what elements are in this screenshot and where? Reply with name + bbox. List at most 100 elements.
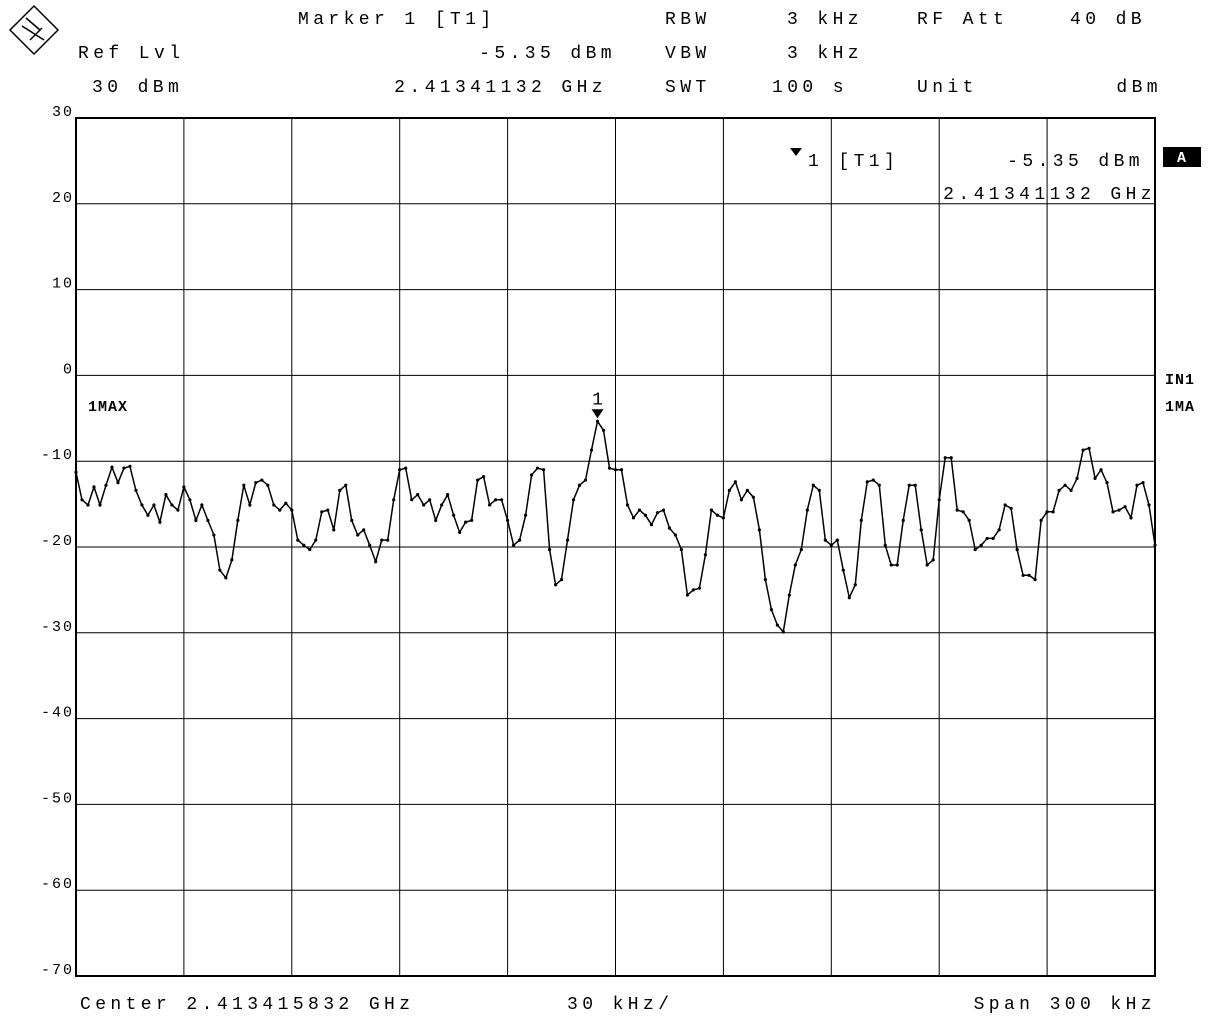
marker-name: 1 [T1] — [808, 152, 899, 172]
trace-point — [781, 630, 785, 634]
trace-point — [997, 528, 1001, 532]
trace-point — [619, 468, 624, 472]
header-text: 30 dBm — [92, 78, 183, 98]
trace-point — [763, 578, 767, 582]
y-tick-label: -20 — [41, 533, 74, 550]
trace-point — [985, 536, 989, 541]
trace-point — [667, 526, 672, 530]
trace-point — [523, 513, 528, 517]
trace-point — [979, 543, 983, 547]
trace-point — [200, 503, 204, 507]
trace-point — [80, 498, 84, 502]
header-text: 3 kHz — [787, 10, 863, 30]
trace-point — [901, 518, 905, 523]
y-tick-label: -10 — [41, 447, 74, 464]
trace-point — [967, 518, 971, 523]
trace-point — [482, 475, 486, 479]
marker-level: -5.35 dBm — [1007, 152, 1144, 172]
trace-point — [571, 498, 576, 502]
trace-point — [338, 488, 342, 492]
trace-point — [895, 563, 899, 567]
trace-point — [811, 483, 815, 487]
side-label: IN1 — [1165, 372, 1195, 389]
trace-point — [140, 503, 144, 507]
trace-point — [511, 543, 516, 547]
trace-point — [1069, 488, 1073, 492]
trace-point — [847, 596, 851, 600]
trace-point — [607, 466, 612, 470]
trace-point — [344, 483, 348, 487]
trace-point — [721, 516, 726, 520]
trace-point — [1147, 503, 1151, 507]
trace-point — [637, 508, 642, 512]
trace-point — [440, 503, 444, 507]
header-text: 100 s — [772, 78, 848, 98]
plot-frame — [75, 117, 1156, 977]
trace-point — [302, 543, 306, 547]
trace-point — [86, 503, 90, 507]
trace-point — [751, 495, 755, 499]
logo — [8, 4, 60, 56]
trace-point — [1135, 483, 1139, 487]
trace-point — [877, 483, 881, 487]
trace-point — [565, 538, 570, 542]
trace-point — [1123, 505, 1127, 509]
trace-point — [392, 498, 396, 502]
y-tick-label: -60 — [41, 876, 74, 893]
trace-point — [470, 518, 474, 523]
trace-point — [362, 528, 366, 532]
trace-point — [553, 583, 558, 587]
trace-point — [937, 498, 941, 502]
trace-point — [541, 468, 546, 472]
trace-point — [104, 483, 108, 487]
trace-point — [308, 547, 312, 552]
trace-point — [1033, 578, 1037, 582]
trace-point — [679, 547, 684, 552]
trace-point — [835, 538, 839, 542]
trace-point — [547, 547, 552, 552]
trace-point — [685, 593, 690, 597]
trace-point — [601, 428, 606, 432]
trace-point — [116, 481, 120, 485]
footer-text: 30 kHz/ — [567, 995, 673, 1015]
header-text: 2.41341132 GHz — [394, 78, 607, 98]
trace-point — [488, 503, 492, 507]
header-text: 3 kHz — [787, 44, 863, 64]
trace-point — [266, 483, 270, 487]
trace-point — [416, 493, 420, 497]
trace-point — [925, 563, 929, 567]
trace-point — [793, 563, 797, 567]
trace-point — [991, 536, 995, 541]
trace-point — [92, 485, 96, 489]
trace-point — [703, 553, 708, 557]
trace-point — [625, 503, 630, 507]
trace-point — [1051, 510, 1055, 514]
trace-point — [290, 508, 294, 512]
header-text: VBW — [665, 44, 711, 64]
trace-point — [320, 510, 324, 514]
trace-point — [829, 543, 833, 547]
trace-point — [949, 456, 953, 460]
header-text: 40 dB — [1070, 10, 1146, 30]
trace-point — [500, 498, 504, 502]
trace-point — [883, 543, 887, 547]
trace-point — [74, 470, 78, 474]
trace-point — [374, 559, 378, 564]
trace-point — [254, 481, 258, 485]
trace-point — [212, 533, 216, 537]
trace-point — [817, 488, 821, 492]
trace-point — [1027, 573, 1031, 577]
trace-point — [98, 503, 102, 507]
trace-point — [1021, 573, 1025, 577]
trace-point — [188, 498, 192, 502]
header-text: SWT — [665, 78, 711, 98]
trace-point — [1129, 516, 1133, 520]
trace-point — [643, 513, 648, 517]
trace-point — [170, 503, 174, 507]
trace-point — [961, 510, 965, 514]
trace-point — [529, 473, 534, 477]
trace-point — [386, 538, 390, 542]
trace-point — [931, 558, 935, 562]
trace-point — [715, 513, 720, 517]
trace-point — [494, 498, 498, 502]
